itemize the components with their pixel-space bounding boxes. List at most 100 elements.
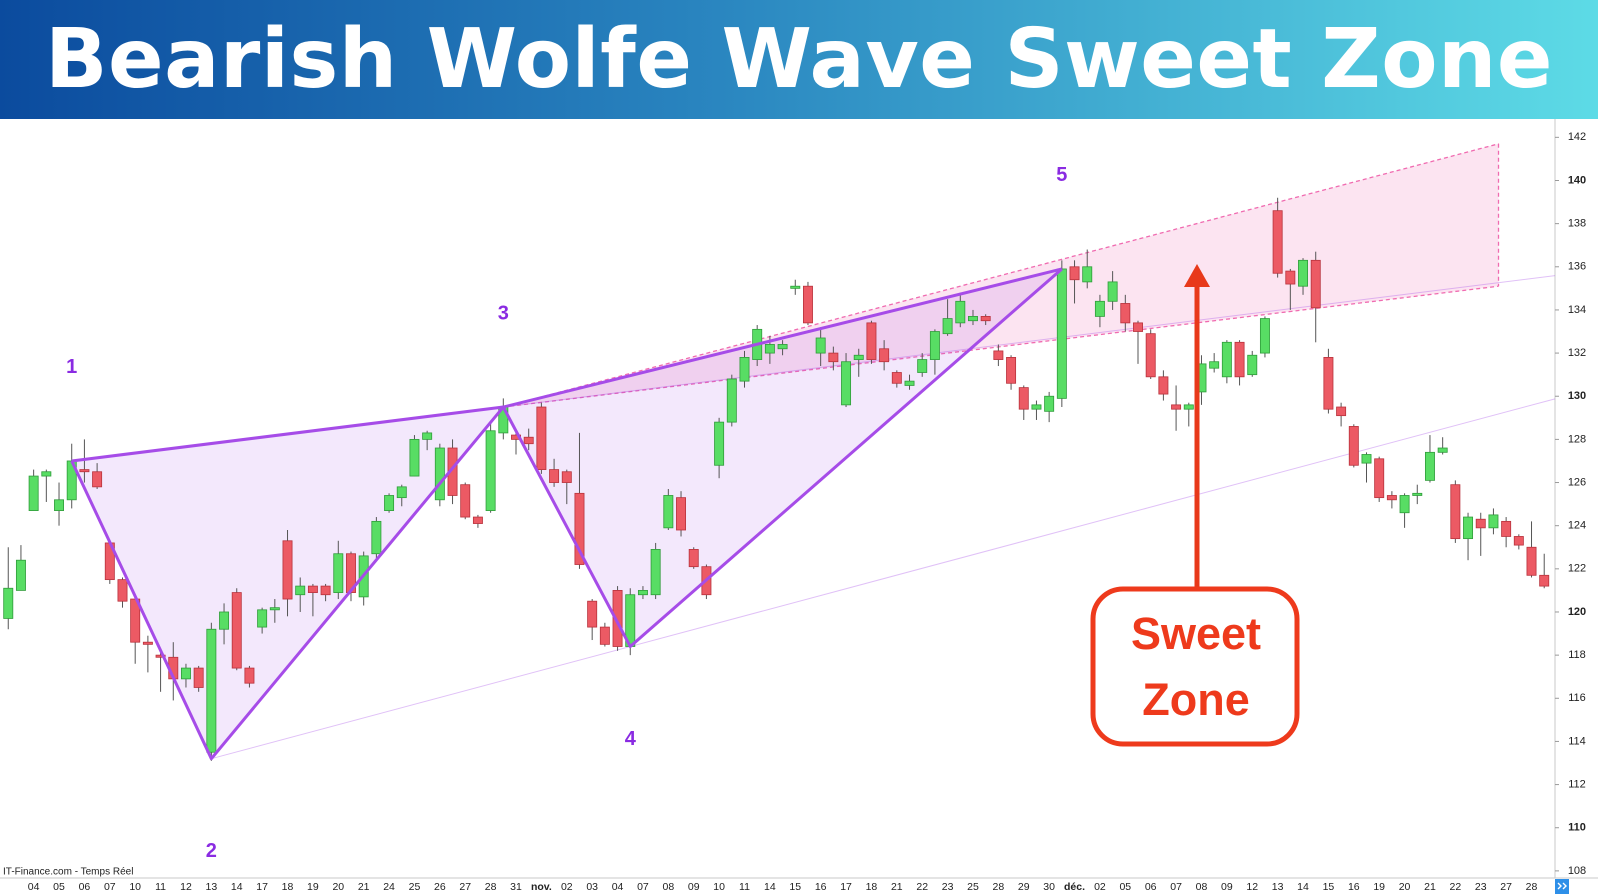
candle-body	[1145, 333, 1156, 378]
x-tick-label: 07	[1170, 881, 1182, 893]
candle-body	[523, 436, 534, 445]
x-tick-label: 04	[612, 881, 624, 893]
x-tick-label: 20	[1399, 881, 1411, 893]
x-tick-label: 15	[789, 881, 801, 893]
candle-body	[904, 380, 915, 386]
x-tick-label: 22	[916, 881, 928, 893]
candle-body	[1488, 514, 1499, 529]
x-tick-label: 21	[358, 881, 370, 893]
candle-body	[206, 628, 217, 753]
candle-body	[54, 499, 64, 511]
candle-body	[1094, 300, 1105, 317]
candle-body	[142, 641, 153, 645]
x-tick-label: 12	[1246, 881, 1258, 893]
candle-body	[764, 344, 775, 354]
x-tick-label: 23	[1475, 881, 1487, 893]
x-tick-label: 19	[307, 881, 319, 893]
candle-body	[1323, 357, 1334, 410]
x-tick-label: 08	[662, 881, 674, 893]
candle-body	[1031, 404, 1042, 410]
source: IT-Finance.com - Temps Réel	[3, 867, 133, 878]
candle-body	[929, 331, 940, 360]
candle-body	[1171, 404, 1182, 410]
y-tick-label: 108	[1568, 865, 1586, 877]
x-tick-label: 10	[713, 881, 725, 893]
candle-body	[1539, 574, 1550, 587]
wave-trend-line	[211, 398, 1556, 760]
x-tick-label: 10	[129, 881, 141, 893]
candle-body	[549, 469, 560, 483]
candle-body	[244, 667, 255, 684]
candle-body	[1234, 341, 1245, 378]
x-tick-label: 23	[942, 881, 954, 893]
y-tick-label: 138	[1568, 218, 1586, 230]
x-tick-label: 25	[409, 881, 421, 893]
y-tick-label: 142	[1568, 131, 1586, 143]
candle-body	[409, 438, 420, 477]
y-tick-label: 126	[1568, 476, 1586, 488]
y-tick-label: 132	[1568, 347, 1586, 359]
candle-body	[688, 549, 699, 568]
wave-label: 2	[206, 840, 217, 862]
candle-body	[802, 285, 813, 324]
candle-body	[384, 495, 395, 511]
scroll-button-bg[interactable]	[1555, 879, 1569, 894]
candle-body	[1018, 387, 1029, 410]
sweet-zone-edge	[503, 143, 1499, 408]
candle-body	[536, 406, 547, 470]
callout-box	[1090, 586, 1300, 747]
x-tick-label: 20	[332, 881, 344, 893]
candle-body	[1107, 281, 1118, 302]
x-tick-label: 14	[764, 881, 776, 893]
candle-body	[815, 337, 826, 354]
callout-text: Sweet	[1131, 608, 1261, 659]
x-tick-label: 28	[485, 881, 497, 893]
candle-body	[637, 590, 648, 596]
candle-body	[333, 553, 344, 593]
candle-body	[1056, 268, 1067, 399]
candle-body	[282, 540, 293, 600]
candle-body	[574, 492, 585, 565]
x-tick-label: 25	[967, 881, 979, 893]
x-tick-label: 27	[459, 881, 471, 893]
candle-body	[1285, 270, 1296, 285]
scroll-button[interactable]	[1555, 879, 1569, 894]
candle-body	[1209, 361, 1220, 369]
x-tick-label: 06	[79, 881, 91, 893]
candle-body	[1386, 495, 1397, 501]
candle-body	[79, 469, 90, 473]
candle-body	[92, 471, 103, 488]
candle-body	[422, 432, 433, 440]
candle-body	[371, 520, 382, 555]
y-tick-label: 122	[1568, 563, 1586, 575]
x-tick-label: 31	[510, 881, 522, 893]
candle-body	[472, 516, 483, 524]
candle-body	[676, 497, 686, 531]
candle-body	[1044, 395, 1055, 412]
candle-body	[155, 654, 166, 658]
x-tick-label: 06	[1145, 881, 1157, 893]
y-tick-label: 114	[1568, 735, 1586, 747]
x-tick-label: 08	[1196, 881, 1208, 893]
candle-body	[955, 300, 966, 324]
candle-body	[434, 447, 445, 501]
candle-body	[993, 350, 1004, 360]
candle-body	[295, 585, 306, 596]
candle-body	[1259, 318, 1270, 354]
x-tick-label: 26	[434, 881, 446, 893]
x-tick-label: 04	[28, 881, 40, 893]
x-tick-label: 29	[1018, 881, 1030, 893]
callout-text: Zone	[1142, 674, 1250, 725]
candle-body	[1475, 518, 1486, 529]
candle-body	[1221, 341, 1232, 378]
candle-body	[650, 549, 661, 596]
candle-body	[1082, 266, 1093, 283]
candle-body	[257, 609, 268, 628]
candle-body	[1310, 259, 1321, 309]
x-tick-label: 15	[1323, 881, 1335, 893]
x-tick-label: nov.	[531, 881, 552, 893]
candle-body	[1513, 536, 1524, 546]
candle-body	[1374, 458, 1385, 499]
candle-body	[485, 430, 496, 511]
candle-body	[180, 667, 191, 680]
